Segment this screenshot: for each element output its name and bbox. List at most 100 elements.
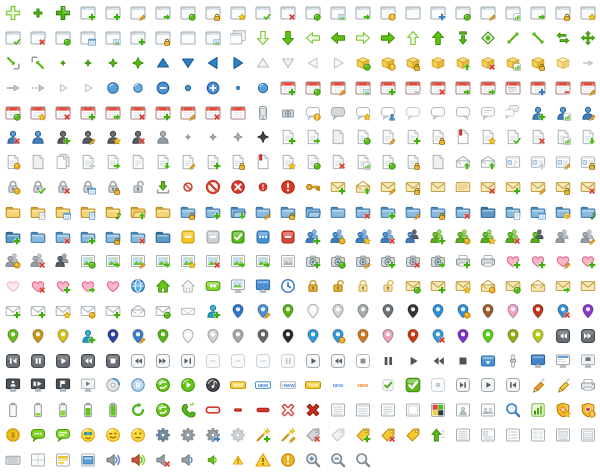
asterisk-dot-icon[interactable] xyxy=(175,125,200,150)
chart-mini-icon[interactable] xyxy=(525,398,550,423)
check-button-icon[interactable] xyxy=(400,373,425,398)
user-pencil-icon[interactable] xyxy=(575,100,600,125)
media-ff-pale-icon[interactable] xyxy=(150,348,175,373)
document-star-icon[interactable] xyxy=(475,125,500,150)
folder-import-icon[interactable] xyxy=(125,199,150,224)
application-orb-2-icon[interactable] xyxy=(300,1,325,26)
folder-blue-table-icon[interactable] xyxy=(525,199,550,224)
orb-refresh-icon[interactable] xyxy=(150,373,175,398)
image-star-icon[interactable] xyxy=(175,249,200,274)
gear-icon[interactable] xyxy=(175,423,200,448)
minus-circle-blue-icon[interactable] xyxy=(150,75,175,100)
warning-small-icon[interactable] xyxy=(225,447,250,472)
install-icon[interactable] xyxy=(150,175,175,200)
folder-music-icon[interactable] xyxy=(100,199,125,224)
battery-high-icon[interactable] xyxy=(75,398,100,423)
orb-play-icon[interactable] xyxy=(175,373,200,398)
application-lock-icon[interactable] xyxy=(200,1,225,26)
speaker-green-icon[interactable] xyxy=(200,447,225,472)
users-gold-icon[interactable] xyxy=(325,224,350,249)
application-lock-2-icon[interactable] xyxy=(550,1,575,26)
document-export-icon[interactable] xyxy=(100,150,125,175)
users-green-cross-icon[interactable] xyxy=(500,224,525,249)
camera-orb-icon[interactable] xyxy=(325,249,350,274)
globe-icon[interactable] xyxy=(125,274,150,299)
arrow-up-icon[interactable] xyxy=(425,26,450,51)
application-key-icon[interactable] xyxy=(150,26,175,51)
media-play-pale-icon[interactable] xyxy=(300,348,325,373)
pin-round-blue-icon[interactable] xyxy=(225,299,250,324)
card-plus-icon[interactable] xyxy=(525,150,550,175)
application-lightning-icon[interactable] xyxy=(575,1,600,26)
pin-teal-plus-icon[interactable] xyxy=(75,323,100,348)
mail-tan-star-icon[interactable] xyxy=(450,274,475,299)
panel-outline-icon[interactable] xyxy=(400,398,425,423)
mail-send-icon[interactable] xyxy=(450,150,475,175)
speaker-cross-icon[interactable] xyxy=(150,447,175,472)
calendar-cross-3-icon[interactable] xyxy=(125,100,150,125)
monitor-cast-icon[interactable] xyxy=(0,373,25,398)
folder-blue-lock-icon[interactable] xyxy=(175,199,200,224)
folder-blue-dark-icon[interactable] xyxy=(475,199,500,224)
folder-document-icon[interactable] xyxy=(25,199,50,224)
document-cross-icon[interactable] xyxy=(525,125,550,150)
media-pause-disabled-icon[interactable] xyxy=(275,348,300,373)
toggle-minus-gray-icon[interactable] xyxy=(200,224,225,249)
image-arrow-icon[interactable] xyxy=(100,249,125,274)
key-icon[interactable] xyxy=(300,175,325,200)
mail-tan-arrow-icon[interactable] xyxy=(550,274,575,299)
pin-gray-light-icon[interactable] xyxy=(200,323,225,348)
image-cross-icon[interactable] xyxy=(200,249,225,274)
media-blank-3-icon[interactable] xyxy=(250,348,275,373)
media-rewind-dark-icon[interactable] xyxy=(550,323,575,348)
calendar-text-icon[interactable] xyxy=(500,75,525,100)
pin-black-icon[interactable] xyxy=(400,299,425,324)
document-lock-icon[interactable] xyxy=(425,125,450,150)
triangle-left-icon[interactable] xyxy=(200,51,225,76)
exclamation-icon[interactable] xyxy=(275,175,300,200)
heart-icon[interactable] xyxy=(100,274,125,299)
triangle-down-icon[interactable] xyxy=(175,51,200,76)
arrow-right-gray-icon[interactable] xyxy=(0,75,25,100)
pin-navy-icon[interactable] xyxy=(100,323,125,348)
mail-icon[interactable] xyxy=(425,175,450,200)
speaker-red-green-icon[interactable] xyxy=(125,447,150,472)
document-orb-icon[interactable] xyxy=(350,125,375,150)
home-green-icon[interactable] xyxy=(150,274,175,299)
pin-green-icon[interactable] xyxy=(0,323,25,348)
pin-gray-dark-icon[interactable] xyxy=(250,323,275,348)
battery-low-icon[interactable] xyxy=(25,398,50,423)
cross-circle-icon[interactable] xyxy=(225,175,250,200)
toggle-minus-red-icon[interactable] xyxy=(275,224,300,249)
pin-yellow-icon[interactable] xyxy=(50,323,75,348)
battery-full-icon[interactable] xyxy=(100,398,125,423)
folder-blue-pencil-icon[interactable] xyxy=(250,199,275,224)
folder-icon[interactable] xyxy=(0,199,25,224)
pin-pink-2-icon[interactable] xyxy=(375,323,400,348)
asterisk-green-icon[interactable] xyxy=(75,51,100,76)
palette-icon[interactable] xyxy=(425,398,450,423)
box-arrow-icon[interactable] xyxy=(450,51,475,76)
user-dark-plus-icon[interactable] xyxy=(50,125,75,150)
box-lock-2-icon[interactable] xyxy=(525,51,550,76)
folder-blue-export-icon[interactable] xyxy=(225,199,250,224)
user-frame-2-icon[interactable] xyxy=(475,398,500,423)
media-small-icon[interactable] xyxy=(425,373,450,398)
balloon-outline-icon[interactable] xyxy=(400,100,425,125)
folder-blue-music-icon[interactable] xyxy=(575,199,600,224)
disc-pause-icon[interactable] xyxy=(125,373,150,398)
balloon-star-icon[interactable] xyxy=(350,100,375,125)
balloons-icon[interactable] xyxy=(500,100,525,125)
panel-grid-4-icon[interactable] xyxy=(525,423,550,448)
folder-blue-pencil-2-icon[interactable] xyxy=(400,199,425,224)
disc-icon[interactable] xyxy=(100,373,125,398)
pencil-gold-icon[interactable] xyxy=(550,373,575,398)
image-arrow-3-icon[interactable] xyxy=(225,249,250,274)
application-cross-2-icon[interactable] xyxy=(25,26,50,51)
panel-split-icon[interactable] xyxy=(25,447,50,472)
users-star-icon[interactable] xyxy=(350,224,375,249)
document-arrow-icon[interactable] xyxy=(300,125,325,150)
folder-blue-lock-4-icon[interactable] xyxy=(100,224,125,249)
document-plus-2-icon[interactable] xyxy=(400,125,425,150)
box-pale-icon[interactable] xyxy=(550,51,575,76)
